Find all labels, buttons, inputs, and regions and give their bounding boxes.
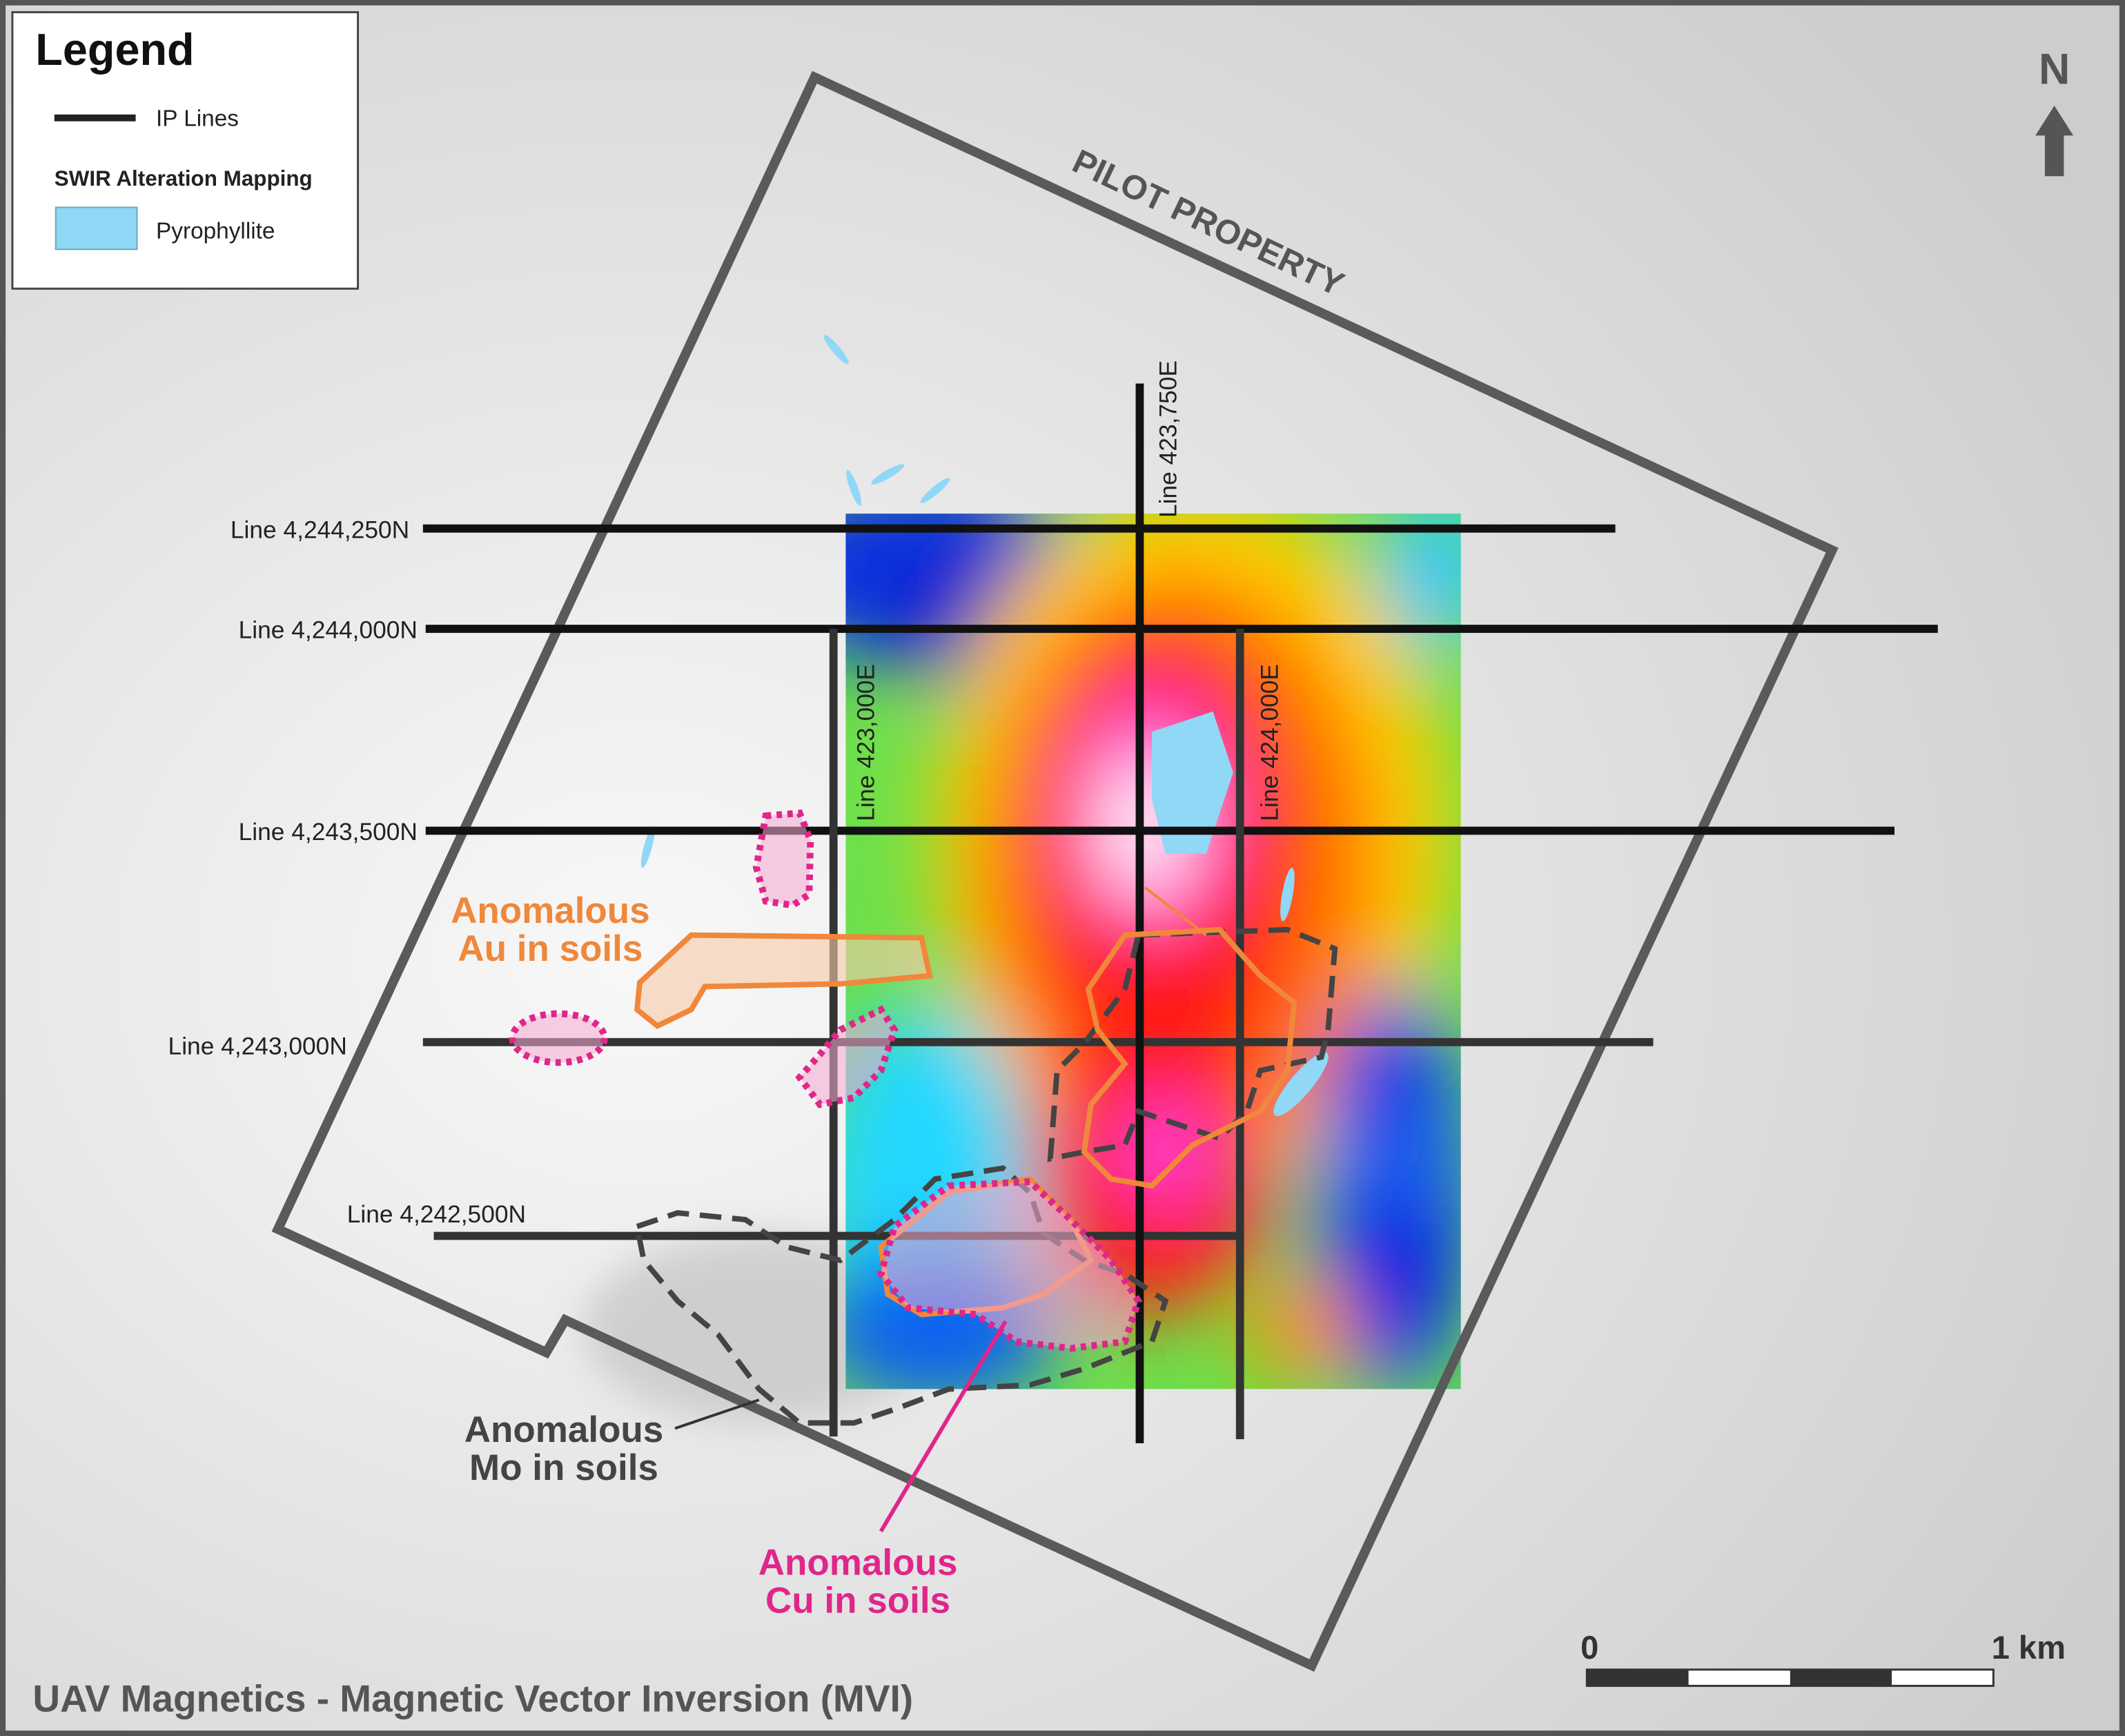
au-label: Au in soils bbox=[458, 928, 643, 969]
ip-lines bbox=[422, 383, 1938, 1443]
legend: Legend IP Lines SWIR Alteration Mapping … bbox=[11, 11, 360, 290]
mo-anomaly-part bbox=[634, 1165, 1169, 1426]
mo-label: Anomalous bbox=[464, 1410, 664, 1450]
north-arrow bbox=[2035, 106, 2074, 177]
mo-anomaly-part bbox=[1047, 926, 1338, 1162]
line-label: Line 4,244,250N bbox=[231, 516, 409, 543]
line-label: Line 423,750E bbox=[1155, 360, 1182, 518]
au-label: Anomalous bbox=[451, 890, 650, 931]
cu-label: Cu in soils bbox=[765, 1580, 950, 1621]
footer-title: UAV Magnetics - Magnetic Vector Inversio… bbox=[32, 1677, 913, 1720]
line-label: Line 4,243,500N bbox=[239, 819, 418, 846]
cu-label: Anomalous bbox=[758, 1542, 958, 1583]
cu-anomaly bbox=[509, 809, 1142, 1352]
leader bbox=[674, 1398, 760, 1430]
mvi-raster-part-part bbox=[1382, 514, 1461, 651]
pyrophyllite-patch bbox=[1152, 711, 1233, 854]
north-label: N bbox=[2039, 46, 2070, 94]
property-boundary bbox=[271, 70, 1839, 1672]
mvi-raster-part-part bbox=[1246, 1274, 1355, 1383]
line-label: Line 4,243,000N bbox=[168, 1033, 347, 1060]
pyrophyllite-slivers-part bbox=[1273, 1052, 1329, 1116]
mo-anomaly bbox=[634, 926, 1338, 1426]
cu-anomaly-part bbox=[752, 809, 814, 909]
leader bbox=[879, 1320, 1008, 1533]
line-label: Line 423,000E bbox=[853, 664, 880, 821]
scale-bar: 0 1 km bbox=[1580, 1629, 2066, 1687]
pyrophyllite-slivers-part bbox=[871, 464, 905, 485]
legend-label: Pyrophyllite bbox=[156, 219, 275, 244]
au-anomaly-part bbox=[1081, 926, 1297, 1189]
pyrophyllite-slivers bbox=[640, 335, 1329, 1116]
legend-section: SWIR Alteration Mapping bbox=[55, 166, 313, 191]
au-anomaly-part bbox=[634, 932, 933, 1029]
pyrophyllite-slivers-part bbox=[920, 478, 950, 503]
legend-title: Legend bbox=[35, 24, 194, 75]
leader bbox=[1144, 886, 1207, 937]
pyrophyllite-slivers-part bbox=[1280, 868, 1295, 921]
legend-swatch bbox=[55, 206, 138, 251]
mvi-raster-part-part bbox=[1341, 1192, 1451, 1356]
mvi-raster-part-part bbox=[1341, 1043, 1423, 1125]
line-label: Line 4,244,000N bbox=[239, 617, 418, 644]
scale-label: 0 bbox=[1580, 1629, 1598, 1666]
scale-segment bbox=[1587, 1669, 1689, 1686]
scale-label: 1 km bbox=[1992, 1629, 2066, 1666]
scale-segment bbox=[1790, 1669, 1892, 1686]
cu-anomaly-part bbox=[509, 1010, 608, 1066]
pyrophyllite-slivers-part bbox=[823, 335, 849, 364]
mo-label: Mo in soils bbox=[469, 1447, 658, 1488]
pyrophyllite-slivers-part bbox=[846, 469, 862, 506]
cu-anomaly-part bbox=[877, 1178, 1142, 1352]
mvi-raster-part-part bbox=[1111, 1098, 1220, 1207]
line-label: Line 4,242,500N bbox=[347, 1201, 526, 1228]
line-label: Line 424,000E bbox=[1257, 664, 1284, 821]
legend-label: IP Lines bbox=[156, 106, 239, 132]
cu-anomaly-part bbox=[795, 1005, 899, 1109]
pyrophyllite-slivers-part bbox=[640, 826, 655, 868]
